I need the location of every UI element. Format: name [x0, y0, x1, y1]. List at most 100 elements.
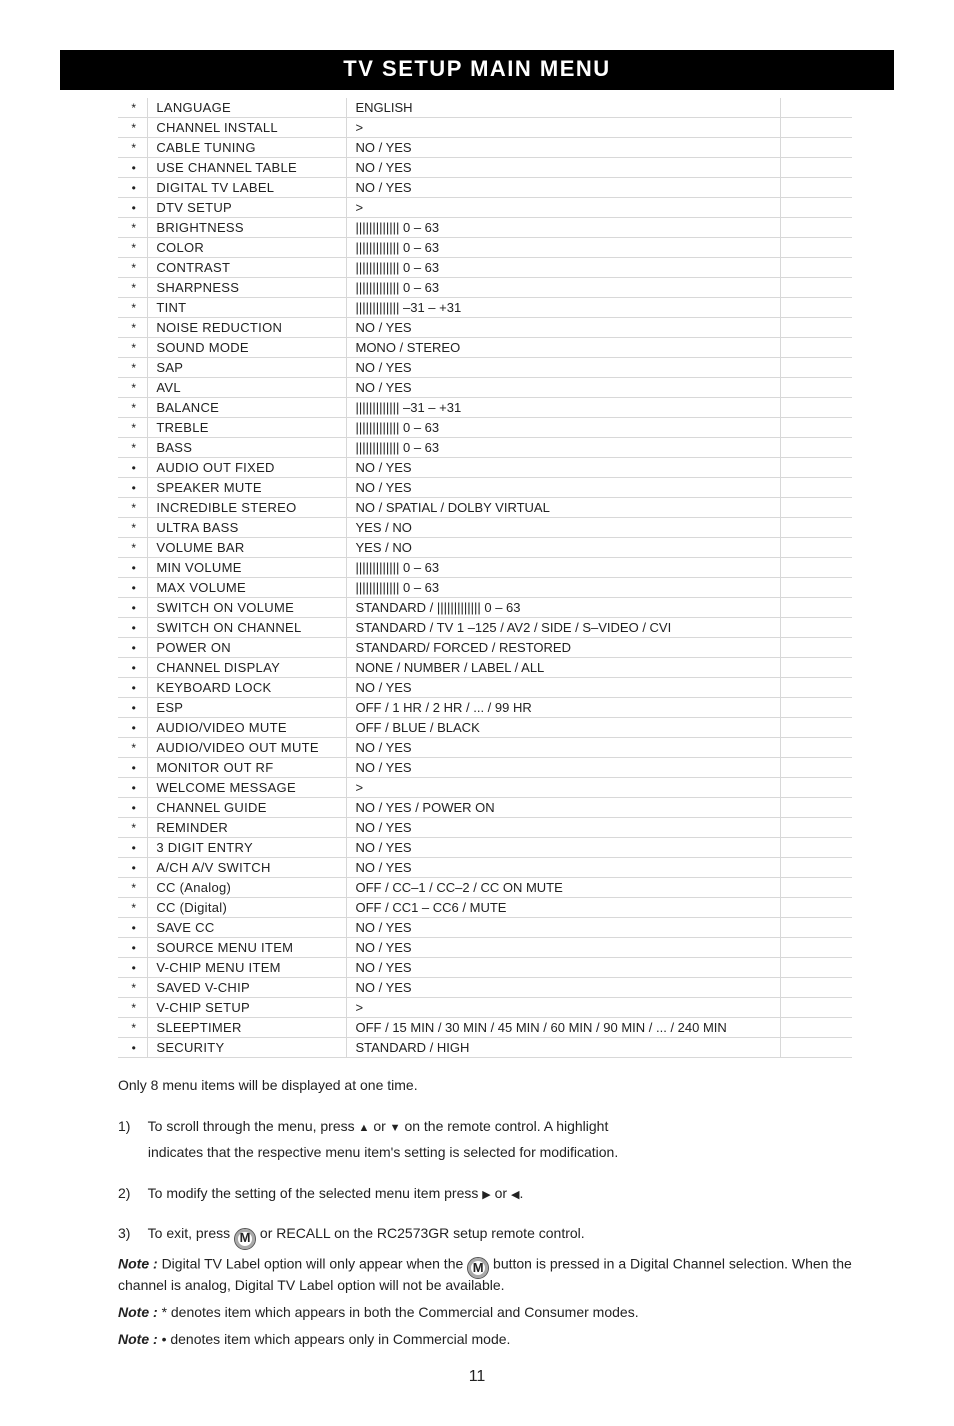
- row-value: NO / YES: [347, 758, 781, 778]
- m-button-icon-2: M: [467, 1257, 489, 1279]
- row-marker: •: [118, 578, 148, 598]
- row-marker: •: [118, 918, 148, 938]
- table-row: •DIGITAL TV LABELNO / YES: [118, 178, 852, 198]
- step1a-text: To scroll through the menu, press: [148, 1118, 359, 1134]
- row-marker: *: [118, 978, 148, 998]
- row-value: >: [347, 778, 781, 798]
- row-marker: *: [118, 738, 148, 758]
- row-param: REMINDER: [148, 818, 347, 838]
- row-marker: •: [118, 658, 148, 678]
- menu-table: *LANGUAGEENGLISH*CHANNEL INSTALL>*CABLE …: [118, 98, 852, 1058]
- step3b-text: or RECALL on the RC2573GR setup remote c…: [260, 1225, 585, 1241]
- table-row: •MIN VOLUME||||||||||||| 0 – 63: [118, 558, 852, 578]
- table-row: •KEYBOARD LOCKNO / YES: [118, 678, 852, 698]
- table-row: *SLEEPTIMEROFF / 15 MIN / 30 MIN / 45 MI…: [118, 1018, 852, 1038]
- row-spacer: [781, 778, 852, 798]
- note-label-3: Note :: [118, 1331, 162, 1347]
- row-spacer: [781, 418, 852, 438]
- row-value: OFF / BLUE / BLACK: [347, 718, 781, 738]
- page-title: TV SETUP MAIN MENU: [60, 50, 894, 90]
- row-spacer: [781, 698, 852, 718]
- row-value: NO / YES: [347, 958, 781, 978]
- row-marker: •: [118, 618, 148, 638]
- row-marker: *: [118, 338, 148, 358]
- row-param: SOUND MODE: [148, 338, 347, 358]
- row-marker: *: [118, 398, 148, 418]
- row-param: WELCOME MESSAGE: [148, 778, 347, 798]
- step2a-text: To modify the setting of the selected me…: [148, 1185, 483, 1201]
- row-param: SHARPNESS: [148, 278, 347, 298]
- row-param: DTV SETUP: [148, 198, 347, 218]
- table-row: •CHANNEL GUIDENO / YES / POWER ON: [118, 798, 852, 818]
- row-value: ||||||||||||| 0 – 63: [347, 218, 781, 238]
- row-value: NO / YES: [347, 358, 781, 378]
- row-marker: •: [118, 558, 148, 578]
- table-row: •DTV SETUP>: [118, 198, 852, 218]
- row-marker: *: [118, 98, 148, 118]
- row-param: V-CHIP MENU ITEM: [148, 958, 347, 978]
- table-row: *INCREDIBLE STEREONO / SPATIAL / DOLBY V…: [118, 498, 852, 518]
- row-value: NO / YES: [347, 458, 781, 478]
- table-row: •SWITCH ON VOLUMESTANDARD / ||||||||||||…: [118, 598, 852, 618]
- row-value: NO / YES: [347, 738, 781, 758]
- row-marker: *: [118, 518, 148, 538]
- table-row: *REMINDERNO / YES: [118, 818, 852, 838]
- row-value: OFF / CC1 – CC6 / MUTE: [347, 898, 781, 918]
- table-row: *CHANNEL INSTALL>: [118, 118, 852, 138]
- instruction-1: 1) To scroll through the menu, press ▲ o…: [118, 1113, 894, 1166]
- table-row: •SOURCE MENU ITEMNO / YES: [118, 938, 852, 958]
- row-marker: *: [118, 238, 148, 258]
- row-spacer: [781, 558, 852, 578]
- row-value: NO / YES: [347, 318, 781, 338]
- row-spacer: [781, 458, 852, 478]
- table-row: *BASS||||||||||||| 0 – 63: [118, 438, 852, 458]
- or-text-2: or: [495, 1185, 511, 1201]
- table-row: *NOISE REDUCTIONNO / YES: [118, 318, 852, 338]
- table-row: •POWER ONSTANDARD/ FORCED / RESTORED: [118, 638, 852, 658]
- row-value: ||||||||||||| 0 – 63: [347, 238, 781, 258]
- row-value: YES / NO: [347, 538, 781, 558]
- row-spacer: [781, 798, 852, 818]
- row-marker: *: [118, 298, 148, 318]
- row-value: STANDARD / TV 1 –125 / AV2 / SIDE / S–VI…: [347, 618, 781, 638]
- row-param: SAP: [148, 358, 347, 378]
- row-spacer: [781, 538, 852, 558]
- row-value: ||||||||||||| 0 – 63: [347, 438, 781, 458]
- row-marker: •: [118, 158, 148, 178]
- right-icon: ▶: [482, 1189, 490, 1201]
- row-value: NO / YES: [347, 178, 781, 198]
- row-value: STANDARD/ FORCED / RESTORED: [347, 638, 781, 658]
- table-row: *CABLE TUNINGNO / YES: [118, 138, 852, 158]
- row-spacer: [781, 578, 852, 598]
- row-spacer: [781, 938, 852, 958]
- page: TV SETUP MAIN MENU *LANGUAGEENGLISH*CHAN…: [0, 0, 954, 1426]
- table-row: •A/CH A/V SWITCHNO / YES: [118, 858, 852, 878]
- table-row: •AUDIO OUT FIXEDNO / YES: [118, 458, 852, 478]
- row-value: ||||||||||||| 0 – 63: [347, 258, 781, 278]
- table-row: *SAVED V-CHIPNO / YES: [118, 978, 852, 998]
- note-3: Note : • denotes item which appears only…: [118, 1329, 894, 1350]
- row-param: AUDIO OUT FIXED: [148, 458, 347, 478]
- table-row: *BALANCE||||||||||||| –31 – +31: [118, 398, 852, 418]
- row-param: INCREDIBLE STEREO: [148, 498, 347, 518]
- row-spacer: [781, 1038, 852, 1058]
- step1c-text: indicates that the respective menu item'…: [148, 1144, 618, 1160]
- row-value: ENGLISH: [347, 98, 781, 118]
- row-param: V-CHIP SETUP: [148, 998, 347, 1018]
- note1a-text: Digital TV Label option will only appear…: [162, 1255, 468, 1271]
- table-row: •V-CHIP MENU ITEMNO / YES: [118, 958, 852, 978]
- row-value: NO / SPATIAL / DOLBY VIRTUAL: [347, 498, 781, 518]
- row-value: ||||||||||||| –31 – +31: [347, 298, 781, 318]
- row-param: AUDIO/VIDEO MUTE: [148, 718, 347, 738]
- row-param: CHANNEL INSTALL: [148, 118, 347, 138]
- row-spacer: [781, 978, 852, 998]
- note-label-1: Note :: [118, 1255, 162, 1271]
- row-marker: *: [118, 378, 148, 398]
- row-spacer: [781, 918, 852, 938]
- row-param: CONTRAST: [148, 258, 347, 278]
- row-value: NO / YES: [347, 978, 781, 998]
- row-spacer: [781, 398, 852, 418]
- row-param: SAVED V-CHIP: [148, 978, 347, 998]
- table-row: *TINT||||||||||||| –31 – +31: [118, 298, 852, 318]
- row-param: A/CH A/V SWITCH: [148, 858, 347, 878]
